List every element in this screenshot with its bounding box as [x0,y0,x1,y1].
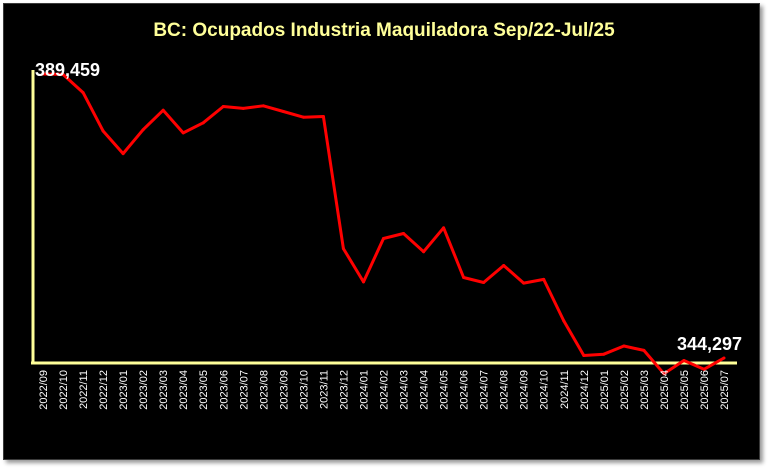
data-point [382,237,385,241]
x-tick-label: 2025/01 [599,370,611,410]
x-tick-label: 2025/07 [719,370,731,410]
data-point [622,344,626,348]
x-tick-label: 2023/05 [198,370,210,410]
data-point [161,108,165,112]
x-tick-label: 2023/07 [238,370,250,410]
data-point [141,128,145,132]
data-point [502,264,506,268]
x-tick-label: 2024/10 [539,370,551,410]
data-point [482,281,486,285]
chart-title: BC: Ocupados Industria Maquiladora Sep/2… [153,20,615,41]
data-point [41,72,45,76]
data-point [722,356,726,360]
x-tick-label: 2022/10 [58,370,70,410]
x-tick-label: 2024/12 [579,370,591,410]
x-tick-label: 2023/01 [118,370,130,410]
x-tick-label: 2023/10 [298,370,310,410]
x-tick-label: 2023/03 [158,370,170,410]
chart-frame [3,3,760,460]
data-point [81,91,85,95]
data-point [281,109,285,113]
x-tick-label: 2025/06 [699,370,711,410]
x-tick-label: 2023/06 [218,370,230,410]
x-tick-label: 2025/03 [639,370,651,410]
x-tick-label: 2022/12 [98,370,110,410]
x-tick-label: 2024/11 [559,370,571,409]
data-point [201,121,205,125]
x-tick-label: 2022/09 [38,370,50,410]
x-tick-label: 2024/03 [399,370,411,410]
data-point [542,277,546,281]
x-tick-label: 2023/11 [318,370,330,409]
data-point [241,106,245,110]
data-point [422,250,426,254]
data-point [361,280,365,284]
x-tick-labels: 2022/09 2022/10 2022/11 2022/12 2023/01 2023/… [38,370,731,410]
series-points [41,72,726,376]
data-point [181,131,185,135]
x-tick-label: 2024/02 [379,370,391,410]
x-tick-label: 2024/07 [479,370,491,410]
x-tick-label: 2024/06 [459,370,471,410]
first-value-label: 389,459 [35,60,100,80]
data-point [582,353,586,357]
x-tick-label: 2024/04 [419,370,431,410]
data-point [702,367,706,371]
x-tick-label: 2025/05 [679,370,691,410]
x-tick-label: 2023/09 [278,370,290,410]
data-point [462,275,466,279]
series-line [42,72,725,376]
data-point [61,72,65,76]
x-tick-label: 2025/04 [659,370,671,410]
x-tick-label: 2023/02 [138,370,150,410]
data-point [121,152,125,156]
x-tick-label: 2025/02 [619,370,631,410]
x-tick-label: 2022/11 [78,370,90,409]
data-point [562,319,566,323]
data-point [442,226,446,230]
x-tick-label: 2024/08 [499,370,511,410]
data-point [261,104,265,108]
x-tick-label: 2024/05 [439,370,451,410]
data-point [602,352,606,356]
x-tick-label: 2024/09 [519,370,531,410]
x-tick-label: 2024/01 [358,370,370,410]
data-point [341,247,345,251]
data-point [682,358,686,362]
x-tick-label: 2023/12 [338,370,350,410]
data-point [221,104,225,108]
data-point [402,231,406,235]
data-point [662,372,666,376]
data-point [642,348,646,352]
x-tick-label: 2023/08 [258,370,270,410]
data-point [101,129,105,133]
x-tick-label: 2023/04 [178,370,190,410]
data-point [522,281,526,285]
last-value-label: 344,297 [677,334,742,354]
data-point [321,115,325,119]
data-point [301,115,305,119]
